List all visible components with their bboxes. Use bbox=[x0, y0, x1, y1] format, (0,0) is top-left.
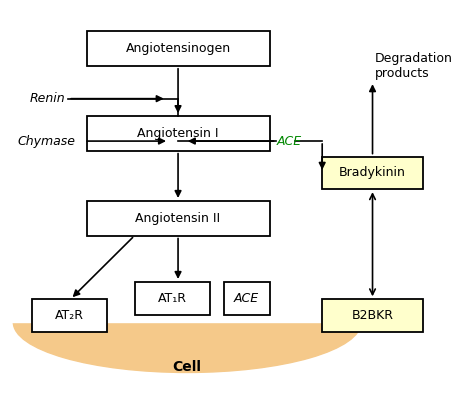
Text: Degradation
products: Degradation products bbox=[375, 52, 453, 80]
FancyBboxPatch shape bbox=[32, 299, 107, 332]
Text: B2BKR: B2BKR bbox=[352, 309, 393, 322]
FancyBboxPatch shape bbox=[322, 299, 423, 332]
Text: ACE: ACE bbox=[234, 292, 259, 305]
Text: Angiotensinogen: Angiotensinogen bbox=[126, 42, 231, 55]
Text: Bradykinin: Bradykinin bbox=[339, 166, 406, 179]
Text: ACE: ACE bbox=[276, 135, 301, 148]
FancyBboxPatch shape bbox=[87, 31, 270, 66]
FancyBboxPatch shape bbox=[87, 201, 270, 236]
Text: AT₂R: AT₂R bbox=[55, 309, 84, 322]
FancyBboxPatch shape bbox=[135, 282, 210, 315]
Bar bbox=[4, 130, 462, 322]
Ellipse shape bbox=[13, 272, 361, 372]
Text: Chymase: Chymase bbox=[18, 135, 76, 148]
FancyBboxPatch shape bbox=[87, 116, 270, 151]
Text: Angiotensin II: Angiotensin II bbox=[136, 212, 220, 225]
Text: AT₁R: AT₁R bbox=[158, 292, 187, 305]
Text: Angiotensin I: Angiotensin I bbox=[137, 127, 219, 140]
FancyBboxPatch shape bbox=[322, 156, 423, 189]
FancyBboxPatch shape bbox=[224, 282, 270, 315]
Text: Renin: Renin bbox=[29, 92, 65, 105]
Text: Cell: Cell bbox=[173, 360, 202, 374]
